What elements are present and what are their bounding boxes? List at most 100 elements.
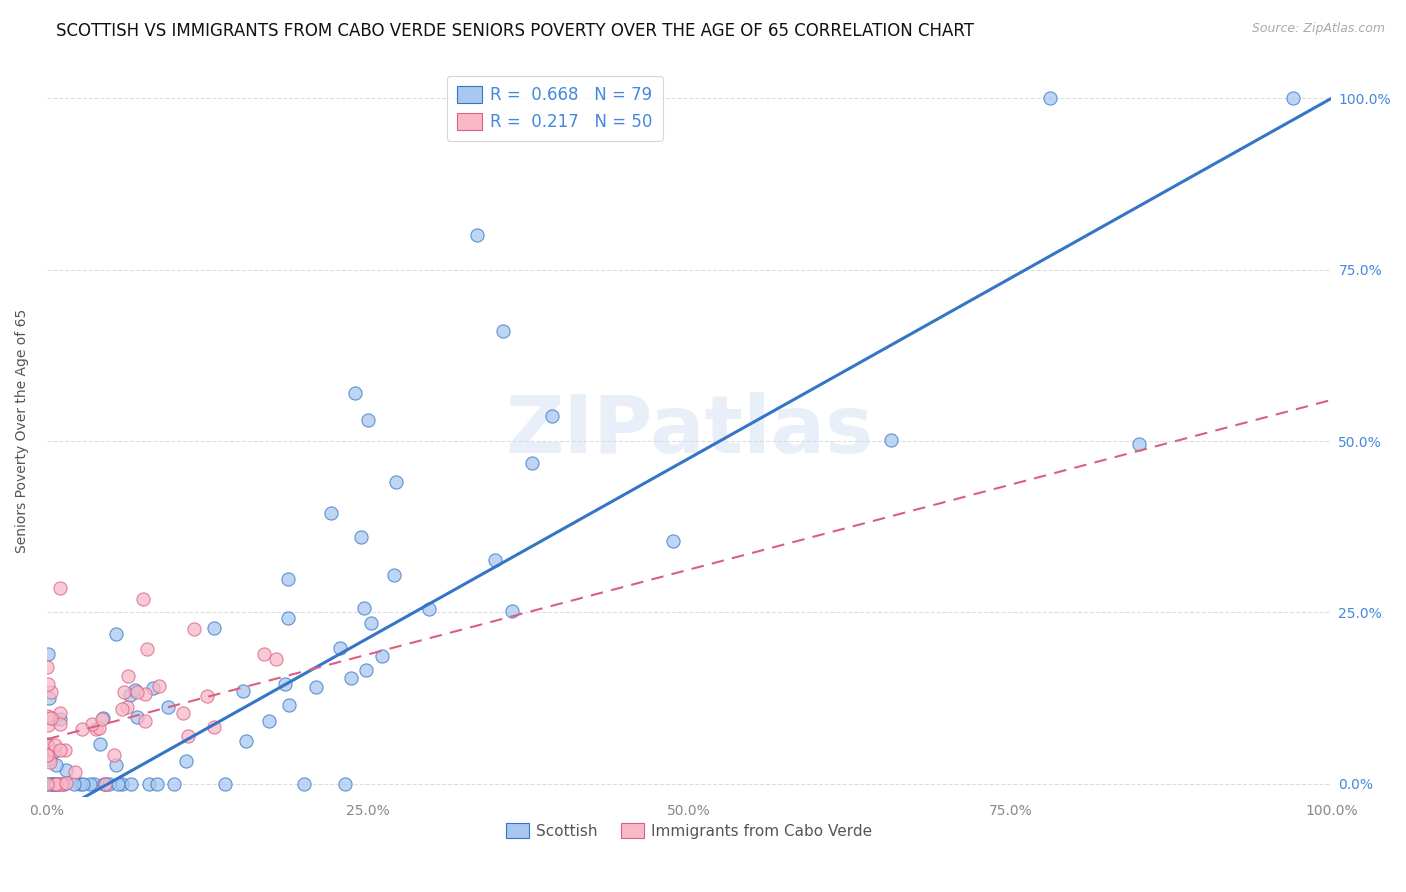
Point <box>132 591 155 606</box>
Point <box>37 777 59 791</box>
Point <box>37 748 59 763</box>
Text: SCOTTISH VS IMMIGRANTS FROM CABO VERDE SENIORS POVERTY OVER THE AGE OF 65 CORREL: SCOTTISH VS IMMIGRANTS FROM CABO VERDE S… <box>56 22 974 40</box>
Point <box>39 711 62 725</box>
Point <box>156 700 179 714</box>
Point <box>39 744 62 758</box>
Point <box>97 777 120 791</box>
Point <box>48 777 70 791</box>
Point <box>107 777 129 791</box>
Point <box>105 627 128 641</box>
Point <box>340 671 363 685</box>
Point <box>38 755 60 769</box>
Point <box>484 553 506 567</box>
Point <box>45 777 67 791</box>
Point <box>124 682 146 697</box>
Point <box>39 685 62 699</box>
Point <box>353 600 375 615</box>
Point <box>1128 437 1150 451</box>
Point <box>51 777 73 791</box>
Point <box>202 720 225 734</box>
Point <box>127 710 149 724</box>
Point <box>49 743 72 757</box>
Point <box>125 685 148 699</box>
Point <box>111 702 134 716</box>
Point <box>103 747 125 762</box>
Point <box>384 475 406 489</box>
Point <box>79 777 101 791</box>
Point <box>63 764 86 779</box>
Point <box>117 669 139 683</box>
Point <box>465 228 488 243</box>
Point <box>541 409 564 423</box>
Point <box>45 777 67 791</box>
Point <box>53 777 76 791</box>
Point <box>335 777 357 791</box>
Point <box>329 640 352 655</box>
Point <box>520 456 543 470</box>
Point <box>277 573 299 587</box>
Point <box>38 752 60 766</box>
Point <box>49 777 72 791</box>
Point <box>278 698 301 712</box>
Point <box>174 754 197 768</box>
Point <box>501 603 523 617</box>
Point <box>257 714 280 728</box>
Point <box>294 777 316 791</box>
Point <box>42 744 65 758</box>
Point <box>37 738 59 752</box>
Point <box>80 717 103 731</box>
Point <box>114 685 136 699</box>
Point <box>135 642 157 657</box>
Point <box>89 737 111 751</box>
Point <box>35 777 58 791</box>
Point <box>42 712 65 726</box>
Point <box>49 706 72 720</box>
Point <box>120 688 142 702</box>
Point <box>41 745 63 759</box>
Point <box>42 777 65 791</box>
Point <box>134 714 156 729</box>
Point <box>344 386 367 401</box>
Point <box>350 530 373 544</box>
Point <box>37 718 59 732</box>
Point <box>274 676 297 690</box>
Y-axis label: Seniors Poverty Over the Age of 65: Seniors Poverty Over the Age of 65 <box>15 309 30 553</box>
Point <box>232 684 254 698</box>
Point <box>44 777 66 791</box>
Point <box>37 741 59 756</box>
Point <box>235 734 257 748</box>
Point <box>63 777 86 791</box>
Point <box>142 681 165 695</box>
Point <box>117 700 139 714</box>
Point <box>55 776 77 790</box>
Point <box>38 690 60 705</box>
Point <box>172 706 194 720</box>
Point <box>44 777 66 791</box>
Point <box>492 324 515 338</box>
Point <box>1282 91 1305 105</box>
Text: ZIPatlas: ZIPatlas <box>505 392 873 470</box>
Point <box>49 582 72 596</box>
Point <box>41 777 63 791</box>
Point <box>214 777 236 791</box>
Point <box>880 434 903 448</box>
Point <box>382 568 405 582</box>
Point <box>72 777 94 791</box>
Point <box>35 709 58 723</box>
Point <box>87 721 110 735</box>
Point <box>357 413 380 427</box>
Point <box>93 777 115 791</box>
Point <box>35 747 58 762</box>
Point <box>35 737 58 751</box>
Point <box>45 757 67 772</box>
Point <box>354 664 377 678</box>
Point <box>39 777 62 791</box>
Point <box>277 611 299 625</box>
Point <box>1039 91 1062 105</box>
Point <box>37 739 59 754</box>
Point <box>148 679 170 693</box>
Point <box>662 533 685 548</box>
Point <box>37 648 59 662</box>
Point <box>94 777 117 791</box>
Point <box>138 777 160 791</box>
